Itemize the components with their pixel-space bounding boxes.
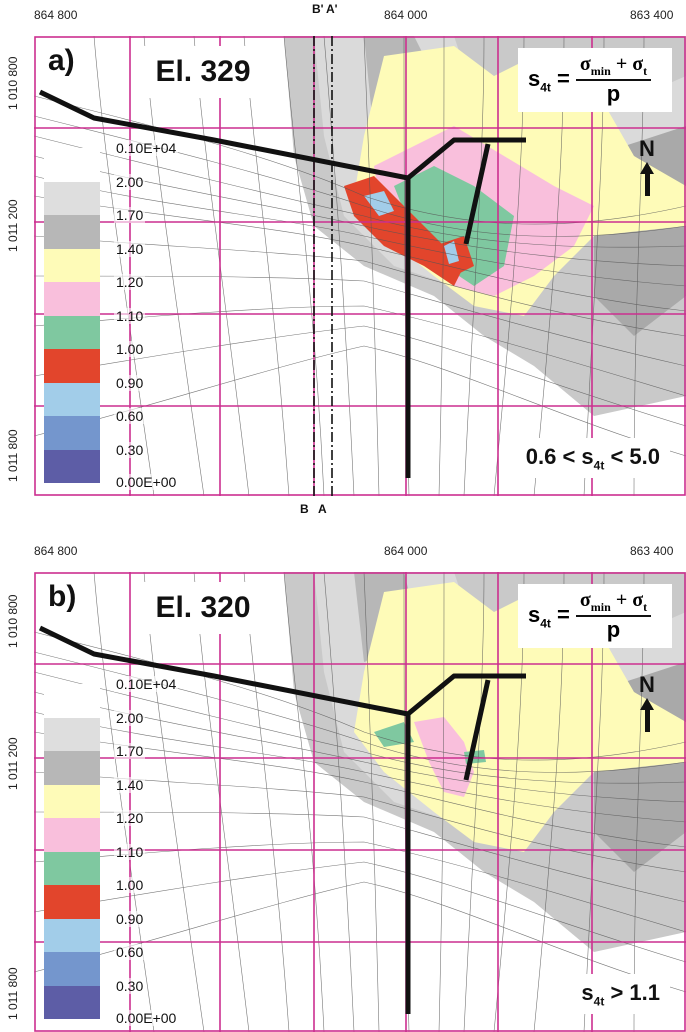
- panel-a-range: 0.6 < s4t < 5.0: [515, 437, 670, 478]
- legend-swatch: [44, 382, 100, 416]
- legend-row: 0.90: [44, 374, 204, 416]
- north-arrow-icon: N: [632, 672, 662, 732]
- panel-b-label: b): [48, 580, 77, 613]
- legend-row: 0.60: [44, 944, 204, 986]
- legend-row: 0.10E+04: [44, 140, 204, 182]
- legend-swatch: [44, 684, 100, 718]
- legend-row: 1.10: [44, 307, 204, 349]
- legend-swatch: [44, 751, 100, 785]
- easting-label-1-b: 864 800: [34, 544, 78, 558]
- legend-value: 1.70: [114, 207, 146, 223]
- legend-swatch: [44, 349, 100, 383]
- legend-swatch: [44, 315, 100, 349]
- legend-swatch: [44, 215, 100, 249]
- legend-row: 1.00: [44, 341, 204, 383]
- legend-value: 1.40: [114, 240, 146, 257]
- legend-value: 1.40: [114, 776, 146, 793]
- legend-swatch: [44, 885, 100, 919]
- legend-swatch: [44, 449, 100, 483]
- panel-b-legend: 0.10E+04 2.00 1.70 1.40 1.20 1.10 1.00 0…: [44, 676, 204, 1026]
- legend-value: 0.00E+00: [114, 473, 179, 490]
- legend-row: 1.20: [44, 810, 204, 852]
- legend-swatch: [44, 248, 100, 282]
- legend-value: 0.30: [114, 977, 146, 994]
- section-b: B: [300, 502, 309, 516]
- legend-value: 1.10: [114, 307, 146, 324]
- legend-value: 0.10E+04: [114, 140, 179, 156]
- section-a: A: [318, 502, 327, 516]
- legend-value: 0.10E+04: [114, 676, 179, 692]
- legend-swatch: [44, 818, 100, 852]
- legend-row: 1.40: [44, 240, 204, 282]
- section-a-prime: A': [326, 2, 338, 16]
- legend-value: 1.20: [114, 274, 146, 290]
- legend-row: 0.30 0.00E+00: [44, 977, 204, 1026]
- easting-label-2-b: 864 000: [384, 544, 428, 558]
- panel-a: a) El. 329 s4t = σmin + σt p N 0.10E+04 …: [34, 36, 686, 496]
- panel-a-legend: 0.10E+04 2.00 1.70 1.40 1.20 1.10 1.00 0…: [44, 140, 204, 490]
- panel-b: b) El. 320 s4t = σmin + σt p N 0.10E+04 …: [34, 572, 686, 1032]
- legend-row: 1.10: [44, 843, 204, 885]
- easting-label-3-b: 863 400: [630, 544, 674, 558]
- northing-label-2-b: 1 011 200: [6, 737, 20, 791]
- legend-swatch: [44, 784, 100, 818]
- legend-row: 1.40: [44, 776, 204, 818]
- legend-value: 0.00E+00: [114, 1009, 179, 1026]
- legend-row: 2.00: [44, 173, 204, 215]
- legend-swatch: [44, 416, 100, 450]
- panel-a-formula: s4t = σmin + σt p: [518, 48, 672, 112]
- section-b-prime: B': [312, 2, 324, 16]
- legend-swatch: [44, 985, 100, 1019]
- panel-a-label: a): [48, 44, 75, 77]
- legend-value: 1.20: [114, 810, 146, 826]
- legend-row: 0.30 0.00E+00: [44, 441, 204, 490]
- legend-value: 1.70: [114, 743, 146, 759]
- northing-label-1: 1 010 800: [6, 56, 20, 110]
- legend-swatch: [44, 148, 100, 182]
- legend-row: 1.00: [44, 877, 204, 919]
- legend-row: 1.70: [44, 743, 204, 785]
- legend-value: 1.00: [114, 341, 146, 357]
- legend-row: 2.00: [44, 709, 204, 751]
- northing-label-3-b: 1 011 800: [6, 967, 20, 1021]
- legend-value: 2.00: [114, 709, 146, 726]
- legend-swatch: [44, 918, 100, 952]
- legend-value: 1.10: [114, 843, 146, 860]
- north-arrow-icon: N: [632, 136, 662, 196]
- legend-swatch: [44, 282, 100, 316]
- northing-label-1-b: 1 010 800: [6, 594, 20, 648]
- legend-row: 1.20: [44, 274, 204, 316]
- legend-swatch: [44, 952, 100, 986]
- legend-row: 0.60: [44, 408, 204, 450]
- legend-value: 2.00: [114, 173, 146, 190]
- legend-swatch: [44, 717, 100, 751]
- legend-swatch: [44, 851, 100, 885]
- legend-row: 0.90: [44, 910, 204, 952]
- panel-a-elevation: El. 329: [132, 46, 274, 98]
- legend-value: 0.90: [114, 374, 146, 391]
- legend-row: 1.70: [44, 207, 204, 249]
- legend-value: 0.60: [114, 408, 146, 424]
- northing-label-2: 1 011 200: [6, 199, 20, 253]
- easting-label-2: 864 000: [384, 8, 428, 22]
- legend-value: 0.90: [114, 910, 146, 927]
- panel-b-elevation: El. 320: [132, 582, 274, 634]
- legend-swatch: [44, 181, 100, 215]
- panel-b-range: s4t > 1.1: [571, 973, 670, 1014]
- legend-value: 1.00: [114, 877, 146, 893]
- legend-value: 0.30: [114, 441, 146, 458]
- panel-b-formula: s4t = σmin + σt p: [518, 584, 672, 648]
- easting-label-3: 863 400: [630, 8, 674, 22]
- northing-label-3: 1 011 800: [6, 429, 20, 483]
- easting-label-1: 864 800: [34, 8, 78, 22]
- legend-row: 0.10E+04: [44, 676, 204, 718]
- legend-value: 0.60: [114, 944, 146, 960]
- panel-a-map: [34, 36, 686, 496]
